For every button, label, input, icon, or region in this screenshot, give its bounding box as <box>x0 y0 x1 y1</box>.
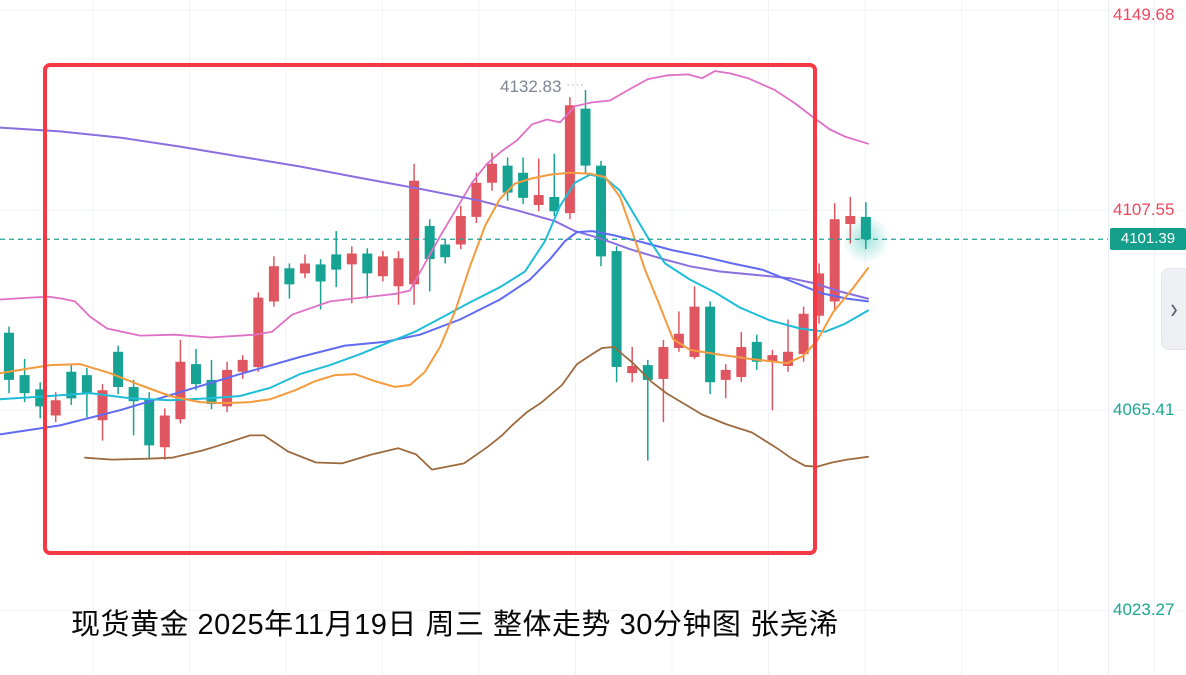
candle-body <box>315 264 326 282</box>
axis-price-label: 4149.68 <box>1113 5 1175 24</box>
candle-body <box>284 268 295 285</box>
candle-body <box>860 216 871 240</box>
candle-body <box>66 371 77 399</box>
session-high-value: 4132.83 <box>500 77 562 96</box>
candle-body <box>798 313 809 355</box>
candle-body <box>736 347 747 377</box>
collapse-panel-tab[interactable]: › <box>1161 268 1186 350</box>
candle-body <box>705 306 716 383</box>
chart-caption: 现货黄金 2025年11月19日 周三 整体走势 30分钟图 张尧浠 <box>71 609 839 641</box>
candle-body <box>533 195 544 206</box>
candle-body <box>253 297 264 367</box>
axis-price-label: 4023.27 <box>1113 600 1175 620</box>
candle-body <box>596 165 606 257</box>
candle-body <box>331 254 342 270</box>
candle-body <box>237 359 248 372</box>
axis-price-label: 4065.41 <box>1113 400 1175 420</box>
candle-body <box>845 215 856 225</box>
candle-body <box>4 332 14 380</box>
candle-body <box>409 180 420 285</box>
candle-body <box>393 258 404 287</box>
chevron-right-icon: › <box>1170 292 1178 325</box>
ma-long-purple-line <box>0 126 869 300</box>
candle-body <box>191 364 201 385</box>
candle-body <box>300 263 310 274</box>
red-box-annotation[interactable] <box>43 63 817 555</box>
current-price-badge: 4101.39 <box>1110 228 1186 251</box>
candle-body <box>346 253 357 265</box>
candle-body <box>689 306 700 358</box>
candle-body <box>455 215 466 245</box>
ma-cyan-line <box>0 173 869 402</box>
candle-body <box>767 355 778 362</box>
candle-body <box>97 390 108 421</box>
dotted-marker: ···· <box>566 79 585 91</box>
candle-body <box>222 369 233 407</box>
candle-body <box>440 244 451 258</box>
candle-body <box>502 165 513 193</box>
candle-body <box>627 366 638 374</box>
candle-body <box>487 163 497 183</box>
candle-body <box>268 266 279 302</box>
candle-body <box>35 389 46 407</box>
candle-body <box>50 400 61 416</box>
candle-body <box>658 347 669 379</box>
lower-band-line <box>84 346 869 471</box>
candle-body <box>580 108 591 166</box>
candle-body <box>518 172 529 198</box>
upper-band-line <box>0 70 869 339</box>
ma-blue-line <box>0 230 869 436</box>
candle-body <box>611 251 622 367</box>
candle-body <box>377 256 388 277</box>
candle-body <box>113 351 124 387</box>
candle-body <box>751 341 762 362</box>
candle-body <box>720 369 731 380</box>
ma-orange-line <box>0 171 869 405</box>
axis-price-label: 4107.55 <box>1113 200 1175 219</box>
session-high-label: 4132.83 ···· <box>500 77 585 97</box>
candle-body <box>549 196 560 212</box>
candle-body <box>362 253 373 274</box>
candle-body <box>175 361 186 420</box>
candle-body <box>19 375 30 394</box>
candle-body <box>144 399 155 446</box>
candle-body <box>159 415 170 448</box>
candle-body <box>81 375 92 394</box>
